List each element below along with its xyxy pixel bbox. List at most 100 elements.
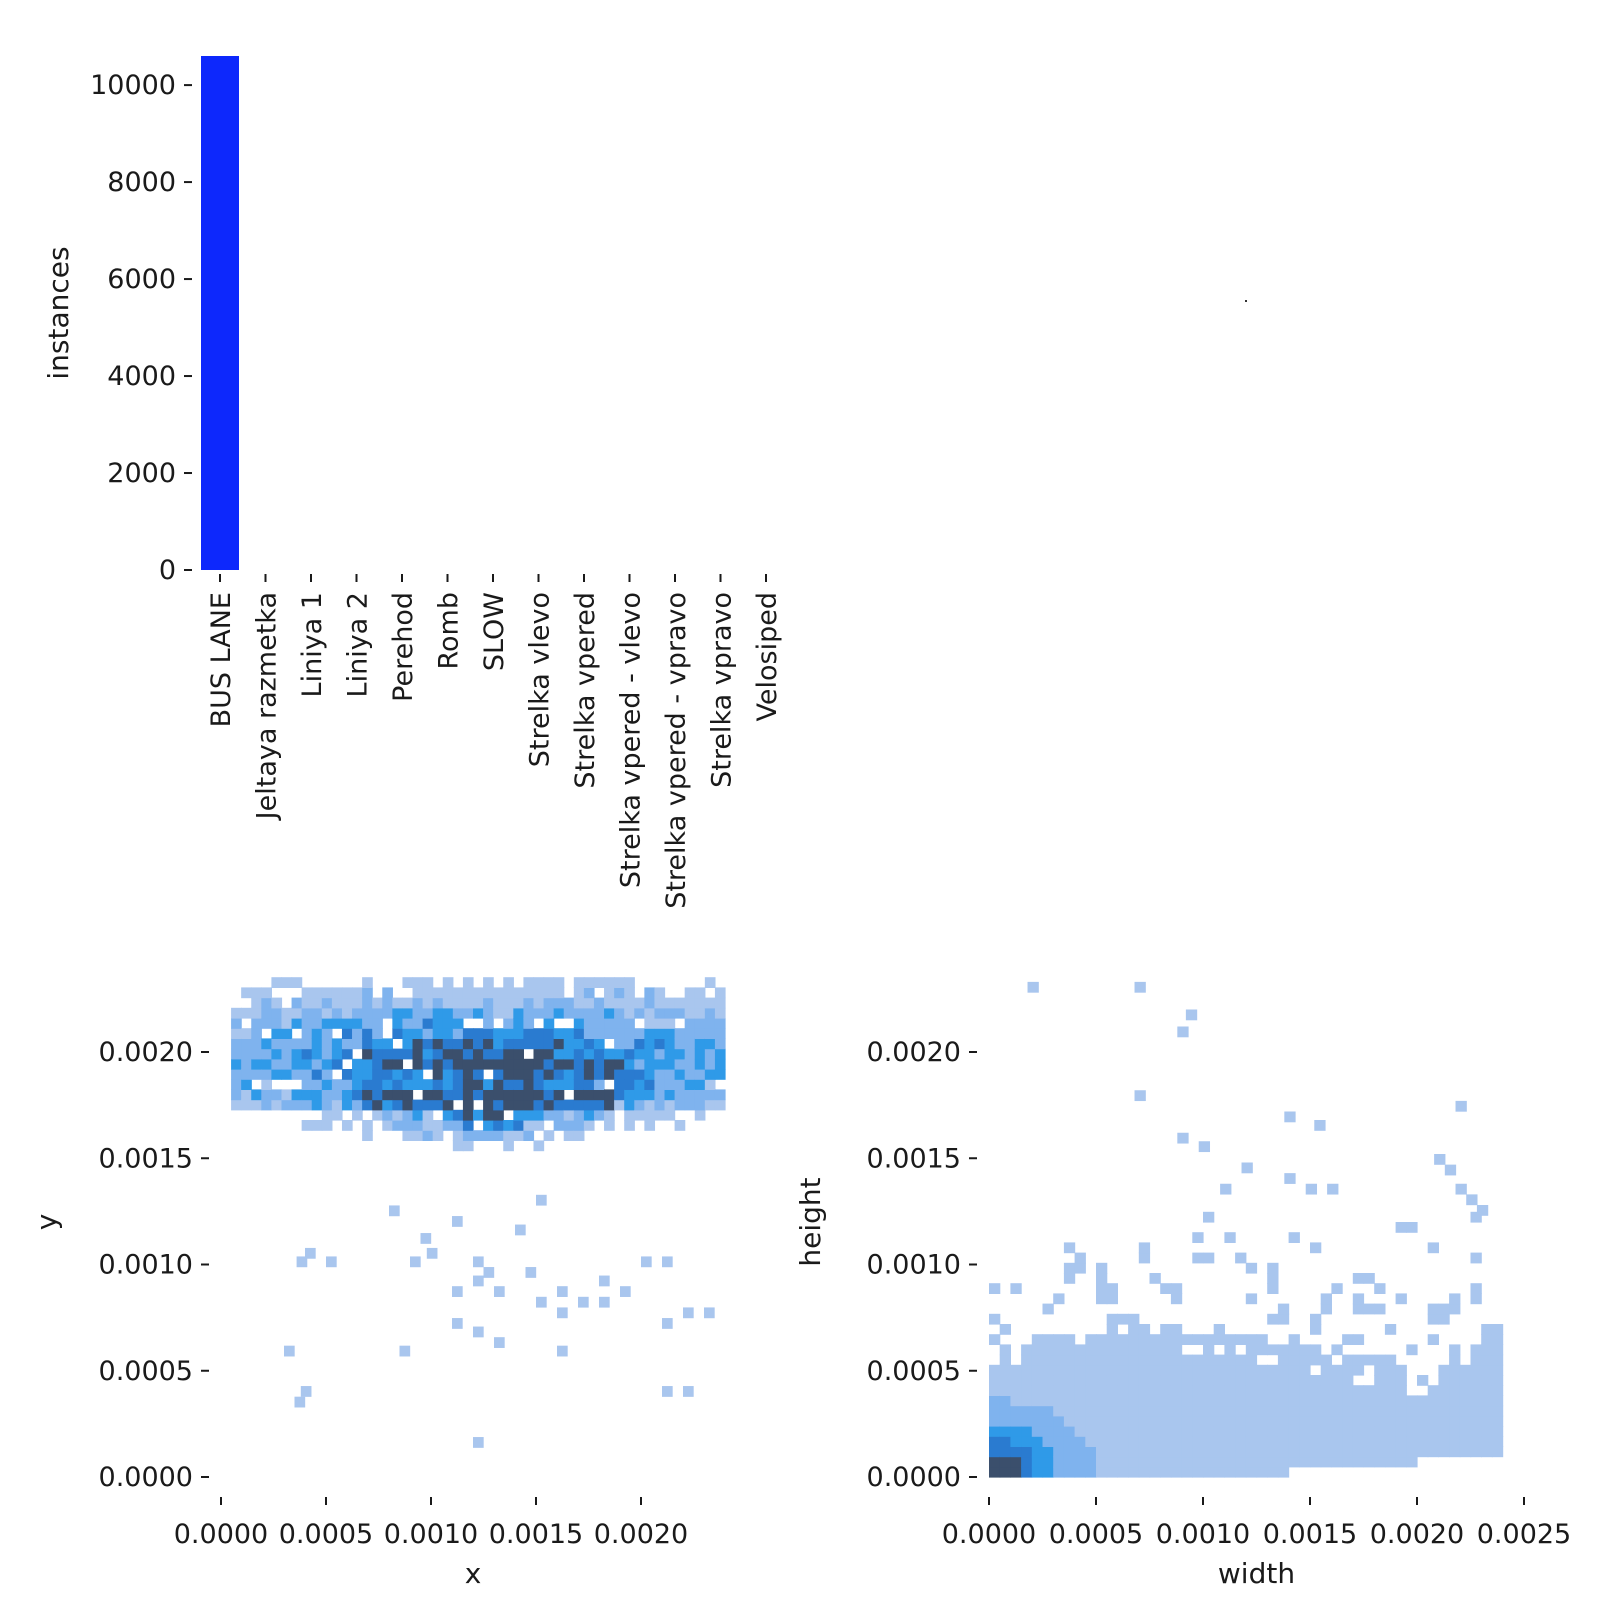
- heat-cell: [583, 1089, 595, 1101]
- heat-cell: [1310, 1446, 1322, 1458]
- x-tick-label: 0.0005: [1049, 1519, 1143, 1550]
- heat-cell: [1053, 1415, 1065, 1427]
- heat-cell: [1417, 1395, 1429, 1407]
- heat-cell: [1406, 1426, 1418, 1437]
- heat-cell: [1042, 1426, 1054, 1437]
- heat-cell: [1117, 1375, 1129, 1386]
- heat-cell: [694, 1018, 706, 1029]
- heat-cell: [1138, 1375, 1151, 1386]
- heat-cell: [533, 1109, 545, 1121]
- heat-cell: [1384, 1395, 1397, 1407]
- heat-cell: [1213, 1446, 1225, 1458]
- heat-cell: [583, 1109, 595, 1121]
- heat-cell: [1160, 1395, 1172, 1407]
- heat-cell: [1288, 1436, 1300, 1447]
- heat-cell: [503, 1130, 514, 1141]
- heat-cell: [473, 1326, 484, 1338]
- heat-cell: [503, 1089, 514, 1101]
- heat-cell: [1042, 1466, 1054, 1478]
- heat-cell: [1320, 1405, 1332, 1417]
- heat-cell: [494, 1286, 505, 1297]
- heat-cell: [261, 1048, 272, 1060]
- heat-cell: [1010, 1446, 1022, 1458]
- heat-cell: [432, 1130, 444, 1141]
- heat-cell: [462, 1109, 474, 1121]
- heat-cell: [362, 1058, 373, 1070]
- heat-cell: [644, 1058, 656, 1070]
- heat-cell: [1170, 1344, 1183, 1356]
- heat-cell: [1470, 1375, 1482, 1386]
- heat-cell: [1074, 1364, 1086, 1376]
- heat-cell: [503, 987, 514, 999]
- heat-cell: [1160, 1375, 1172, 1386]
- heat-cell: [1406, 1456, 1418, 1468]
- heat-cell: [341, 1099, 353, 1111]
- heat-cell: [1170, 1354, 1183, 1366]
- heat-cell: [1192, 1436, 1204, 1447]
- heat-cell: [1491, 1354, 1504, 1366]
- heat-cell: [1331, 1436, 1343, 1447]
- heat-cell: [493, 1089, 504, 1101]
- heat-cell: [442, 1089, 454, 1101]
- heat-cell: [644, 997, 656, 1009]
- heat-cell: [362, 1007, 373, 1019]
- heat-cell: [241, 1099, 252, 1111]
- heat-cell: [442, 997, 454, 1009]
- heat-cell: [1235, 1385, 1247, 1396]
- heat-cell: [1331, 1456, 1343, 1468]
- heat-cell: [1181, 1334, 1193, 1345]
- heat-cell: [1138, 1405, 1151, 1417]
- heat-cell: [1384, 1415, 1397, 1427]
- heat-cell: [1245, 1415, 1258, 1427]
- heat-cell: [1459, 1405, 1472, 1417]
- heat-cell: [1288, 1344, 1300, 1356]
- heat-cell: [644, 1028, 656, 1039]
- heat-cell: [483, 1038, 494, 1050]
- heat-cell: [644, 1018, 656, 1029]
- heat-cell: [261, 1058, 272, 1070]
- heat-cell: [1267, 1262, 1279, 1274]
- heat-cell: [513, 1018, 524, 1029]
- heat-cell: [231, 1089, 242, 1101]
- heat-cell: [1331, 1446, 1343, 1458]
- heat-cell: [1177, 1132, 1189, 1144]
- heat-cell: [1170, 1364, 1183, 1376]
- heat-cell: [684, 1079, 696, 1090]
- heat-cell: [513, 1099, 524, 1111]
- heat-cell: [1491, 1395, 1504, 1407]
- heat-cell: [1192, 1405, 1204, 1417]
- heat-cell: [684, 987, 696, 999]
- heat-cell: [311, 1038, 323, 1050]
- heat-cell: [536, 1194, 547, 1206]
- heat-cell: [1363, 1354, 1375, 1366]
- heat-cell: [604, 1099, 615, 1111]
- xy-heatmap: 0.0000 0.0005 0.0010 0.0015 0.0020 0.0000 0.00…: [30, 977, 726, 1590]
- heat-cell: [1106, 1375, 1118, 1386]
- heat-cell: [1021, 1364, 1033, 1376]
- heat-cell: [452, 1318, 463, 1329]
- heat-cell: [1438, 1415, 1450, 1427]
- heat-cell: [553, 1089, 565, 1101]
- heat-cell: [1491, 1364, 1504, 1376]
- heat-cell: [442, 1079, 454, 1090]
- heat-cell: [523, 1007, 535, 1019]
- heat-cell: [442, 1007, 454, 1019]
- heat-cell: [644, 1109, 656, 1121]
- heat-cell: [1299, 1375, 1311, 1386]
- heat-cell: [553, 1048, 565, 1060]
- y-tick-label: 0.0005: [99, 1356, 193, 1387]
- y-tick-label: 0.0010: [99, 1250, 193, 1281]
- heat-cell: [634, 1048, 645, 1060]
- heat-cell: [1352, 1456, 1365, 1468]
- heat-cell: [1138, 1446, 1151, 1458]
- heat-cell: [503, 1058, 514, 1070]
- heat-cell: [1481, 1324, 1493, 1335]
- heat-cell: [452, 1120, 464, 1131]
- heat-cell: [543, 1038, 555, 1050]
- heat-cell: [1203, 1405, 1215, 1417]
- heat-cell: [1277, 1405, 1290, 1417]
- heat-cell: [305, 1247, 316, 1259]
- heat-cell: [1245, 1375, 1258, 1386]
- heat-cell: [614, 1079, 625, 1090]
- heat-cell: [999, 1324, 1011, 1335]
